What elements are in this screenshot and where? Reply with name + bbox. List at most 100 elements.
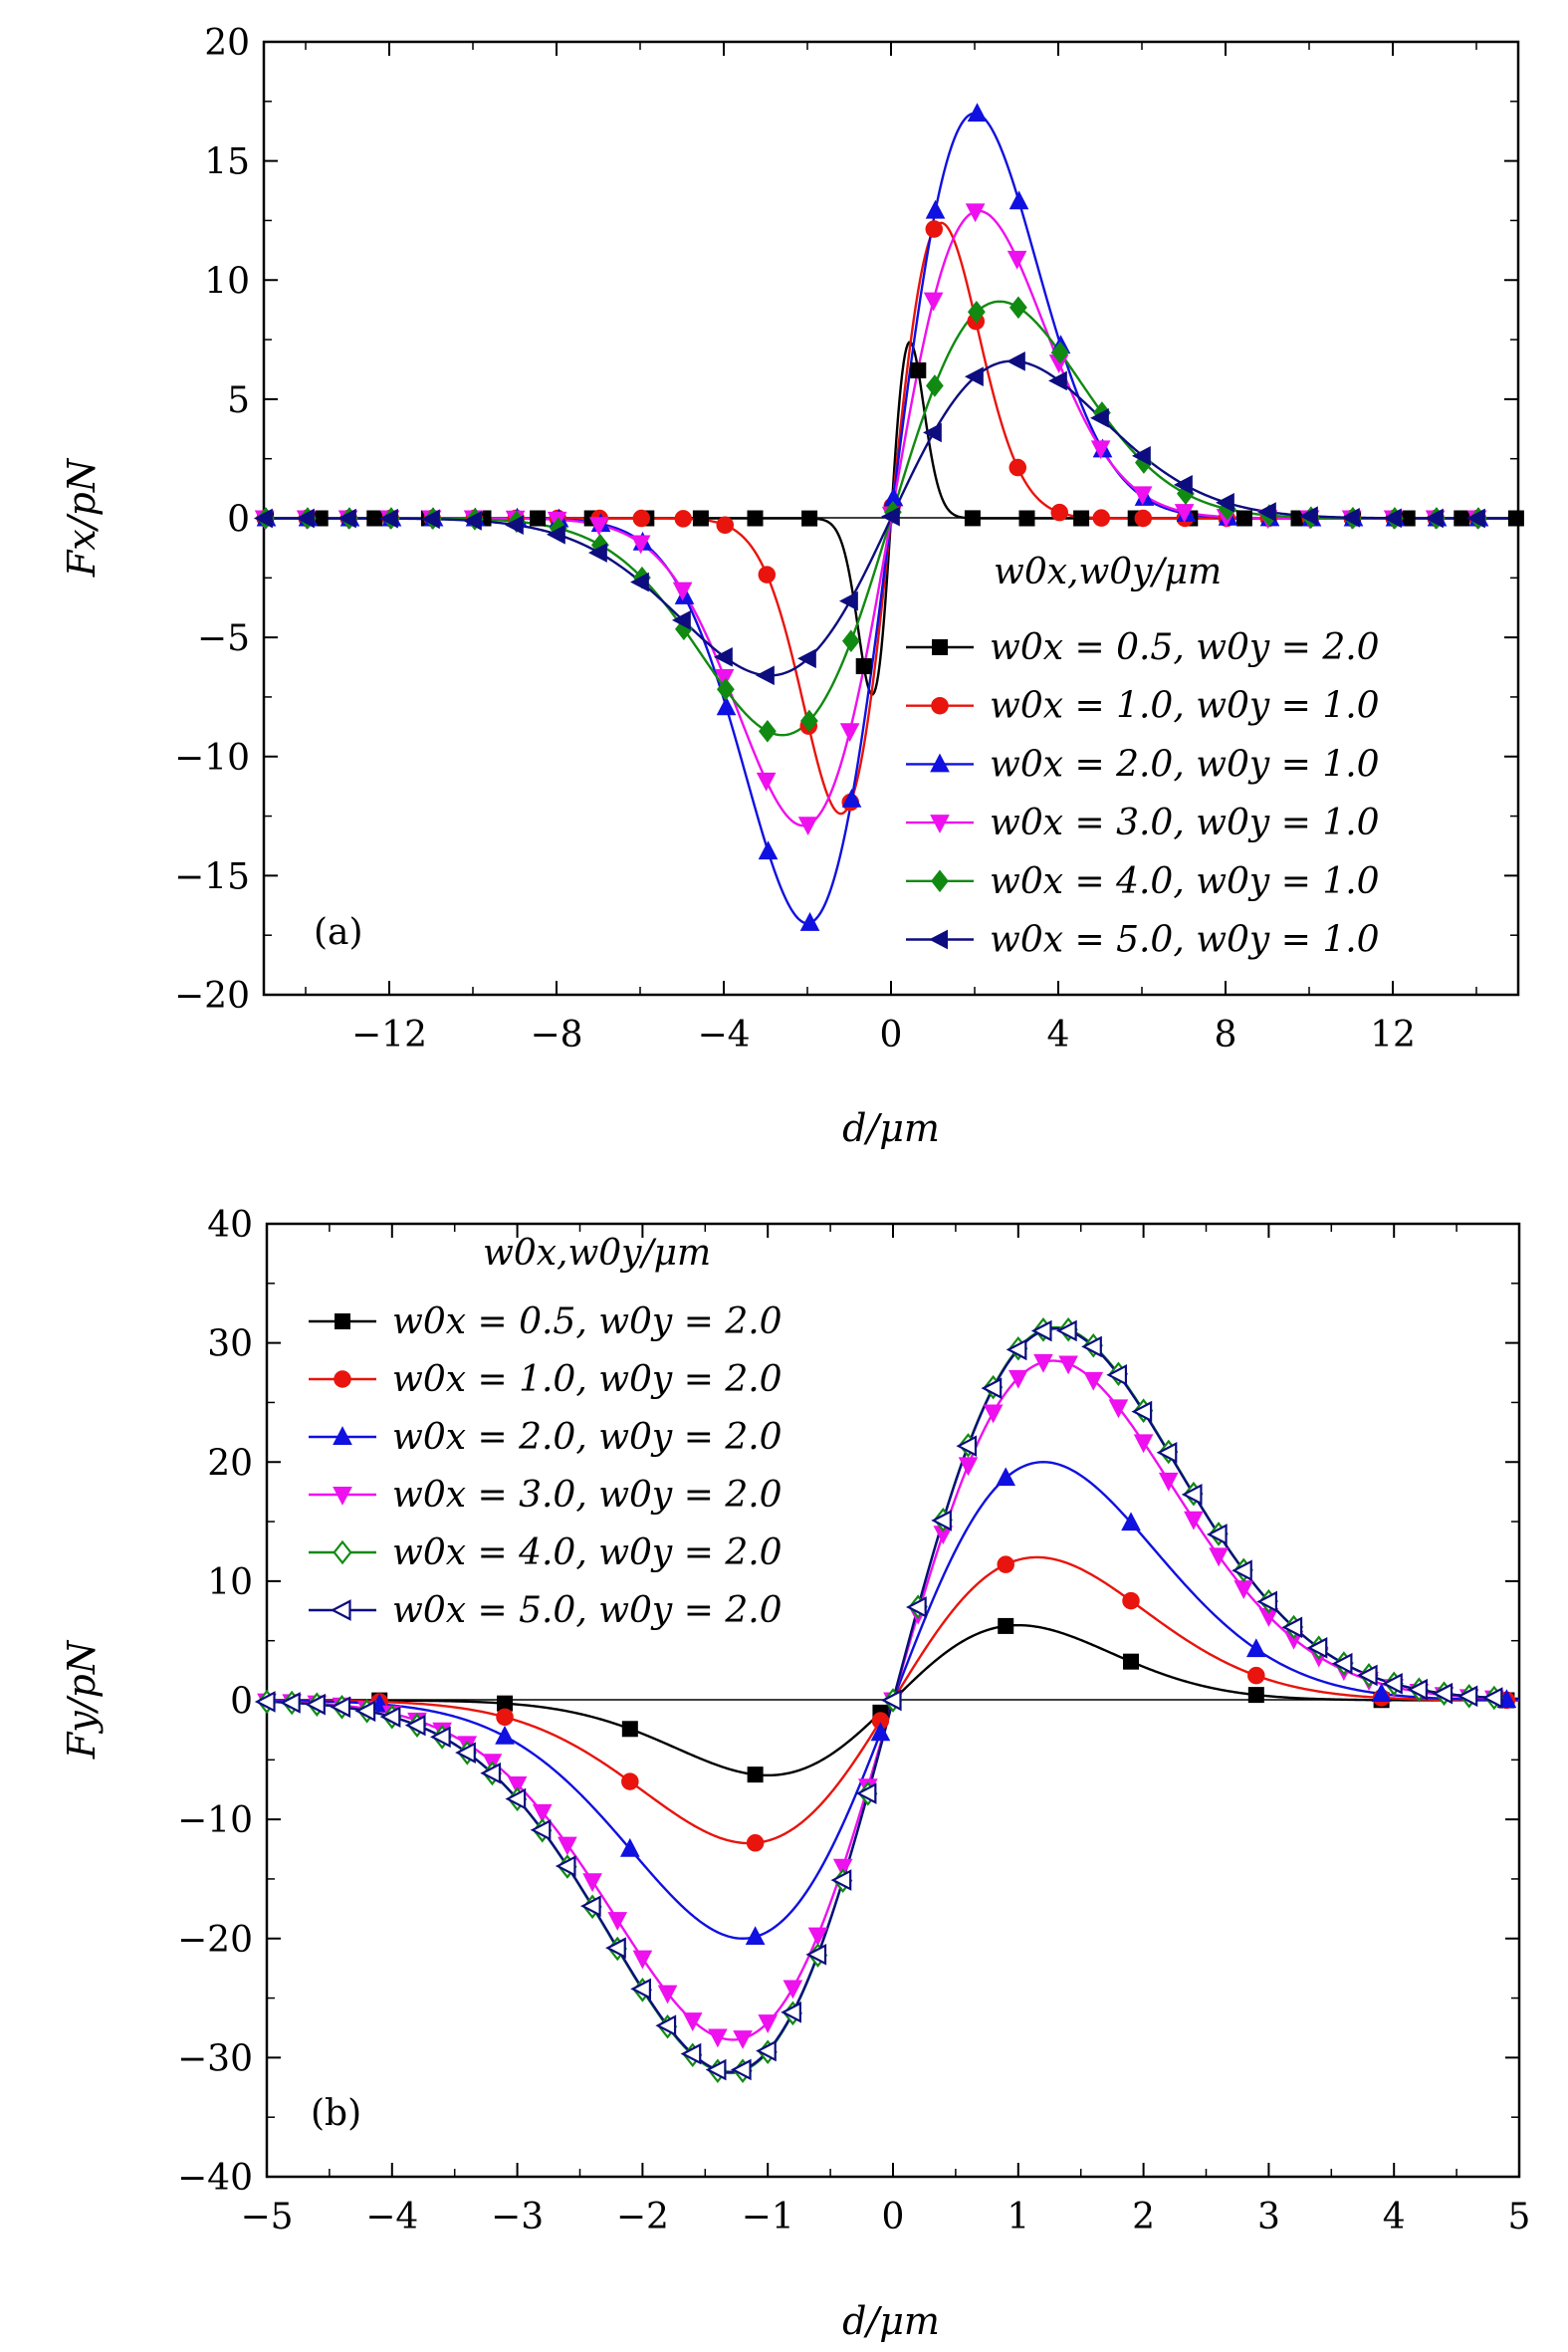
data-point <box>558 1836 577 1856</box>
data-point <box>714 669 735 688</box>
data-point <box>968 300 986 324</box>
x-tick-label: −5 <box>240 2197 293 2237</box>
x-tick-label: 0 <box>882 2197 905 2237</box>
legend-label: w0x = 5.0, w0y = 1.0 <box>990 920 1380 961</box>
data-point <box>1132 446 1151 466</box>
legend-label: w0x = 4.0, w0y = 1.0 <box>990 861 1380 902</box>
data-point <box>532 1803 553 1823</box>
markers <box>254 1316 1517 2084</box>
data-point <box>1299 506 1318 527</box>
y-tick-label: 10 <box>204 261 250 302</box>
data-point <box>1181 1484 1203 1506</box>
data-point <box>379 1706 401 1728</box>
x-tick-label: −3 <box>491 2197 544 2237</box>
data-point <box>956 1435 978 1458</box>
data-point <box>839 723 860 743</box>
y-tick-label: −15 <box>174 856 250 897</box>
data-point <box>1174 475 1193 495</box>
legend-label: w0x = 5.0, w0y = 2.0 <box>392 1590 783 1631</box>
data-point <box>429 1726 451 1749</box>
data-point <box>708 2028 728 2048</box>
legend-marker <box>330 1599 351 1621</box>
data-point <box>1133 1434 1154 1454</box>
x-ticks: −12 −8 −4 0 4 8 12 <box>305 42 1477 1056</box>
y-tick-label: 20 <box>204 23 250 64</box>
y-ticks: −20 −15 −10 −5 0 5 10 15 20 <box>174 23 1518 1017</box>
data-point <box>1466 508 1485 529</box>
data-point <box>1245 1638 1266 1658</box>
data-point <box>672 582 693 601</box>
y-tick-label: 40 <box>207 1205 253 1246</box>
data-point <box>855 1782 877 1804</box>
y-tick-label: 30 <box>207 1324 253 1365</box>
data-point <box>842 629 860 653</box>
data-point <box>1122 1591 1140 1610</box>
data-point <box>839 590 858 611</box>
y-tick-label: −20 <box>177 1920 253 1961</box>
data-point <box>1331 1652 1353 1675</box>
data-point <box>925 199 946 219</box>
data-point <box>931 1510 952 1531</box>
data-point <box>714 646 733 667</box>
x-tick-label: −1 <box>742 2197 794 2237</box>
legend-marker <box>335 1313 350 1329</box>
data-point <box>1174 504 1195 523</box>
data-point <box>1081 1335 1102 1358</box>
legend-items: w0x = 0.5, w0y = 2.0 w0x = 1.0, w0y = 2.0… <box>309 1301 783 1631</box>
data-point <box>1456 1685 1478 1708</box>
data-point <box>579 1895 601 1917</box>
data-point <box>421 509 440 530</box>
data-point <box>1033 1353 1053 1373</box>
data-point <box>964 510 981 527</box>
data-point <box>280 1692 301 1714</box>
x-tick-label: −8 <box>530 1015 582 1056</box>
data-point <box>800 709 818 733</box>
data-point <box>733 2030 753 2049</box>
data-point <box>925 220 944 238</box>
legend-label: w0x = 3.0, w0y = 2.0 <box>392 1475 783 1516</box>
data-point <box>996 1467 1016 1487</box>
y-tick-label: 15 <box>204 142 250 183</box>
x-tick-label: −4 <box>697 1015 750 1056</box>
data-point <box>1383 508 1402 529</box>
data-point <box>1007 352 1025 371</box>
data-point <box>607 1912 628 1931</box>
data-point <box>1006 1338 1027 1361</box>
legend-marker <box>929 929 948 950</box>
data-point <box>495 1725 515 1745</box>
data-point <box>305 1693 326 1716</box>
legend-marker <box>930 753 950 773</box>
data-point <box>717 677 735 701</box>
legend-label: w0x = 1.0, w0y = 2.0 <box>392 1359 783 1400</box>
data-point <box>505 1787 527 1810</box>
data-point <box>296 508 315 529</box>
data-point <box>1156 1441 1178 1464</box>
y-tick-label: −40 <box>177 2158 253 2199</box>
data-point <box>505 515 524 535</box>
data-point <box>797 817 818 836</box>
data-point <box>1048 370 1067 391</box>
data-point <box>630 535 651 555</box>
y-tick-label: 10 <box>207 1562 253 1603</box>
data-point <box>759 720 777 743</box>
data-point <box>1256 1590 1278 1613</box>
data-point <box>967 103 988 122</box>
x-tick-label: 2 <box>1132 2197 1155 2237</box>
x-tick-label: −4 <box>365 2197 418 2237</box>
data-point <box>1008 1369 1028 1389</box>
data-point <box>379 508 398 529</box>
data-point <box>906 1596 927 1618</box>
data-point <box>730 2058 752 2081</box>
data-point <box>981 1377 1003 1399</box>
data-point <box>997 1555 1014 1573</box>
data-point <box>756 772 777 792</box>
data-point <box>1106 1363 1128 1386</box>
data-point <box>910 361 927 378</box>
data-point <box>1092 509 1111 527</box>
data-point <box>692 510 709 527</box>
data-point <box>1090 440 1111 460</box>
data-point <box>805 1943 827 1966</box>
data-point <box>1134 509 1153 528</box>
data-point <box>1407 1678 1428 1701</box>
data-point <box>1121 1512 1141 1531</box>
